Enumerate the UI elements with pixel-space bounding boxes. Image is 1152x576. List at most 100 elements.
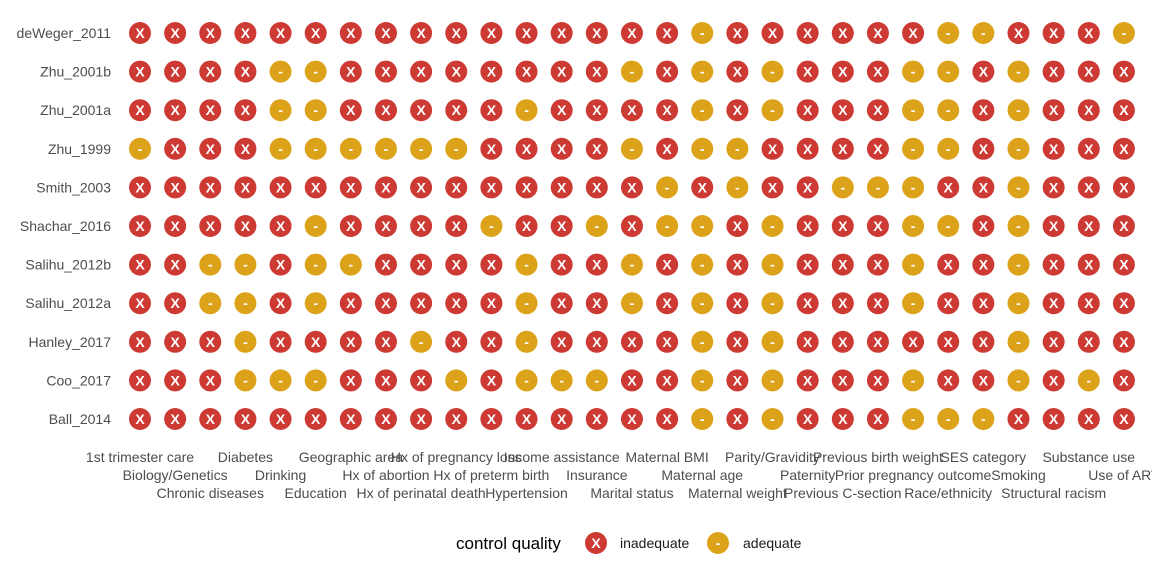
- dot-marker: [410, 292, 433, 315]
- dot-marker: [445, 292, 468, 315]
- dot-symbol: -: [278, 64, 283, 80]
- dot-symbol: X: [170, 25, 180, 41]
- dot-symbol: X: [873, 334, 883, 350]
- dot-symbol: -: [243, 295, 248, 311]
- dot-marker: [726, 369, 749, 392]
- dot-symbol: -: [700, 141, 705, 157]
- dot-marker: [164, 176, 187, 199]
- dot-marker: [515, 253, 538, 276]
- dot-symbol: -: [313, 141, 318, 157]
- y-tick-label: Smith_2003: [36, 179, 111, 195]
- dot-symbol: X: [487, 411, 497, 427]
- dot-symbol: -: [524, 257, 529, 273]
- dot-marker: [1007, 408, 1030, 430]
- dot-symbol: X: [487, 25, 497, 41]
- y-tick-label: Ball_2014: [49, 411, 111, 427]
- dot-marker: [831, 137, 854, 160]
- dot-marker: [1077, 99, 1100, 122]
- dot-symbol: X: [803, 295, 813, 311]
- dot-symbol: -: [243, 257, 248, 273]
- x-tick-label: Insurance: [566, 467, 628, 483]
- dot-marker: [199, 22, 222, 44]
- dot-symbol: X: [873, 25, 883, 41]
- dot-symbol: X: [522, 64, 532, 80]
- dot-marker: [304, 22, 327, 44]
- dot-symbol: -: [1016, 372, 1021, 388]
- dot-marker: [304, 137, 327, 160]
- dot-marker: [304, 60, 327, 83]
- dot-marker: [1077, 22, 1100, 44]
- dot-marker: [445, 215, 468, 237]
- dot-symbol: -: [770, 334, 775, 350]
- dot-marker: [164, 60, 187, 83]
- dot-marker: [1077, 408, 1100, 430]
- dot-symbol: -: [313, 257, 318, 273]
- dot-symbol: X: [557, 295, 567, 311]
- dot-marker: [550, 215, 573, 237]
- dot-marker: [480, 292, 503, 315]
- dot-marker: [902, 369, 925, 392]
- dot-symbol: -: [630, 295, 635, 311]
- dot-marker: [866, 99, 889, 122]
- dot-marker: [480, 215, 503, 237]
- legend-inadequate-marker: [585, 532, 607, 554]
- dot-symbol: X: [416, 218, 426, 234]
- dot-symbol: X: [979, 102, 989, 118]
- x-tick-label: Paternity: [780, 467, 835, 483]
- dot-marker: [866, 253, 889, 276]
- dot-marker: [410, 253, 433, 276]
- dot-symbol: X: [592, 295, 602, 311]
- dot-symbol: X: [416, 102, 426, 118]
- dot-marker: [620, 292, 643, 315]
- dot-marker: [445, 253, 468, 276]
- dot-marker: [726, 60, 749, 83]
- dot-symbol: X: [346, 102, 356, 118]
- dot-marker: [656, 176, 679, 199]
- dot-marker: [656, 292, 679, 315]
- dot-marker: [374, 215, 397, 237]
- dot-marker: [550, 99, 573, 122]
- dot-marker: [515, 22, 538, 44]
- dot-symbol: -: [700, 411, 705, 427]
- dot-symbol: -: [700, 372, 705, 388]
- dot-symbol: X: [276, 257, 286, 273]
- dot-marker: [866, 330, 889, 353]
- dot-symbol: X: [979, 64, 989, 80]
- dot-symbol: X: [873, 295, 883, 311]
- dot-marker: [199, 253, 222, 276]
- dot-symbol: X: [206, 25, 216, 41]
- dot-symbol: X: [803, 25, 813, 41]
- dot-symbol: X: [346, 179, 356, 195]
- x-tick-label: SES category: [941, 449, 1027, 465]
- dot-symbol: X: [662, 372, 672, 388]
- dot-symbol: X: [381, 295, 391, 311]
- dot-symbol: X: [733, 372, 743, 388]
- x-tick-label: Smoking: [991, 467, 1045, 483]
- x-tick-label: Biology/Genetics: [123, 467, 228, 483]
- dot-symbol: X: [803, 218, 813, 234]
- x-tick-label: Structural racism: [1001, 485, 1106, 501]
- dot-symbol: -: [946, 25, 951, 41]
- dot-marker: [796, 176, 819, 199]
- dot-symbol: X: [206, 372, 216, 388]
- dot-marker: [339, 137, 362, 160]
- dot-symbol: X: [452, 218, 462, 234]
- dot-marker: [234, 99, 257, 122]
- dot-symbol: -: [1016, 102, 1021, 118]
- x-tick-label: Geographic area: [299, 449, 404, 465]
- legend-inadequate-label: inadequate: [620, 535, 690, 551]
- dot-symbol: X: [1049, 411, 1059, 427]
- dot-marker: [550, 253, 573, 276]
- dot-symbol: X: [979, 295, 989, 311]
- dot-symbol: -: [946, 102, 951, 118]
- x-tick-label: Education: [285, 485, 347, 501]
- dot-symbol: -: [559, 372, 564, 388]
- dot-symbol: -: [735, 179, 740, 195]
- dot-marker: [199, 330, 222, 353]
- x-axis-labels: 1st trimester care Biology/Genetics Chroni…: [86, 449, 1152, 501]
- dot-symbol: X: [452, 257, 462, 273]
- dot-symbol: -: [1016, 334, 1021, 350]
- dot-marker: [620, 253, 643, 276]
- dot-marker: [129, 292, 151, 315]
- dot-marker: [339, 292, 362, 315]
